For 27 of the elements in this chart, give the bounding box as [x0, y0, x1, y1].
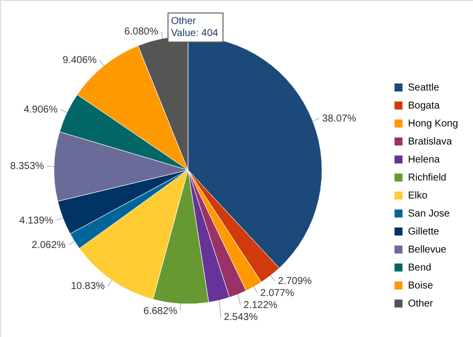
data-label: 4.906% [24, 104, 58, 116]
data-label: 2.543% [224, 312, 258, 324]
data-label: 2.122% [244, 300, 278, 312]
data-label: 9.406% [62, 55, 97, 66]
legend-label: San Jose [408, 208, 450, 220]
legend-label: Helena [408, 154, 440, 166]
data-label: 8.353% [10, 161, 44, 172]
data-label: 2.077% [260, 288, 294, 300]
data-label: 10.83% [70, 280, 105, 292]
legend-label: Gillette [408, 226, 440, 238]
data-label: 6.080% [124, 26, 158, 38]
legend-label: Boise [408, 280, 434, 292]
legend-label: Seattle [408, 82, 440, 94]
data-label: 6.682% [143, 306, 178, 317]
legend-label: Bratislava [408, 136, 452, 148]
legend-label: Richfield [408, 172, 446, 184]
legend-label: Elko [408, 190, 428, 202]
text: Other Value: 404 [171, 16, 219, 39]
data-label: 4.139% [19, 215, 54, 226]
legend-label: Hong Kong [408, 118, 458, 130]
legend-label: Bend [408, 262, 432, 274]
data-label: 38.07% [322, 113, 356, 124]
data-label: 2.709% [278, 276, 312, 288]
data-label: 2.062% [32, 240, 66, 251]
legend-label: Bellevue [408, 244, 447, 256]
legend-label: Bogata [408, 100, 440, 112]
legend-label: Other [408, 298, 434, 310]
